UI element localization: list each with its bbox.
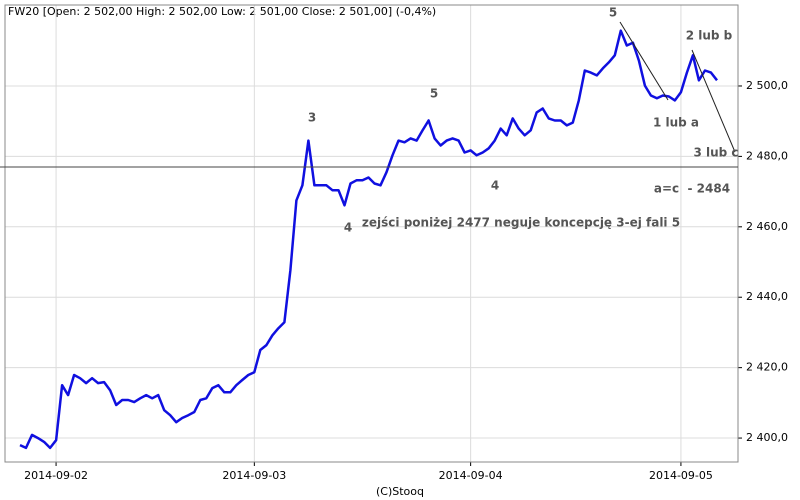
trend-line: [619, 21, 669, 101]
y-tick-label: 2 400,0: [746, 431, 788, 444]
annotation: 3 lub c: [693, 146, 738, 160]
annotation: 4: [344, 221, 352, 235]
annotation: 1 lub a: [653, 116, 699, 130]
y-tick-label: 2 460,0: [746, 220, 788, 233]
y-tick-label: 2 500,0: [746, 79, 788, 92]
annotation: 2 lub b: [686, 29, 733, 43]
footer: (C)Stooq: [376, 485, 424, 498]
annotation: 3: [308, 111, 316, 125]
x-tick-label: 2014-09-03: [222, 469, 286, 482]
chart-title: FW20 [Open: 2 502,00 High: 2 502,00 Low:…: [8, 5, 436, 18]
annotation: 5: [430, 87, 438, 101]
x-tick-label: 2014-09-02: [24, 469, 88, 482]
trend-line: [691, 49, 736, 153]
y-tick-label: 2 420,0: [746, 361, 788, 374]
annotation: 4: [491, 179, 499, 193]
price-line: [19, 29, 718, 450]
y-tick-label: 2 480,0: [746, 149, 788, 162]
x-tick-label: 2014-09-04: [439, 469, 503, 482]
plot-frame: [4, 4, 739, 463]
x-tick-label: 2014-09-05: [649, 469, 713, 482]
annotation: a=c - 2484: [654, 182, 730, 196]
annotation: zejści poniżej 2477 neguje koncepcję 3-e…: [362, 216, 680, 230]
annotation: 5: [609, 6, 617, 20]
y-tick-label: 2 440,0: [746, 290, 788, 303]
